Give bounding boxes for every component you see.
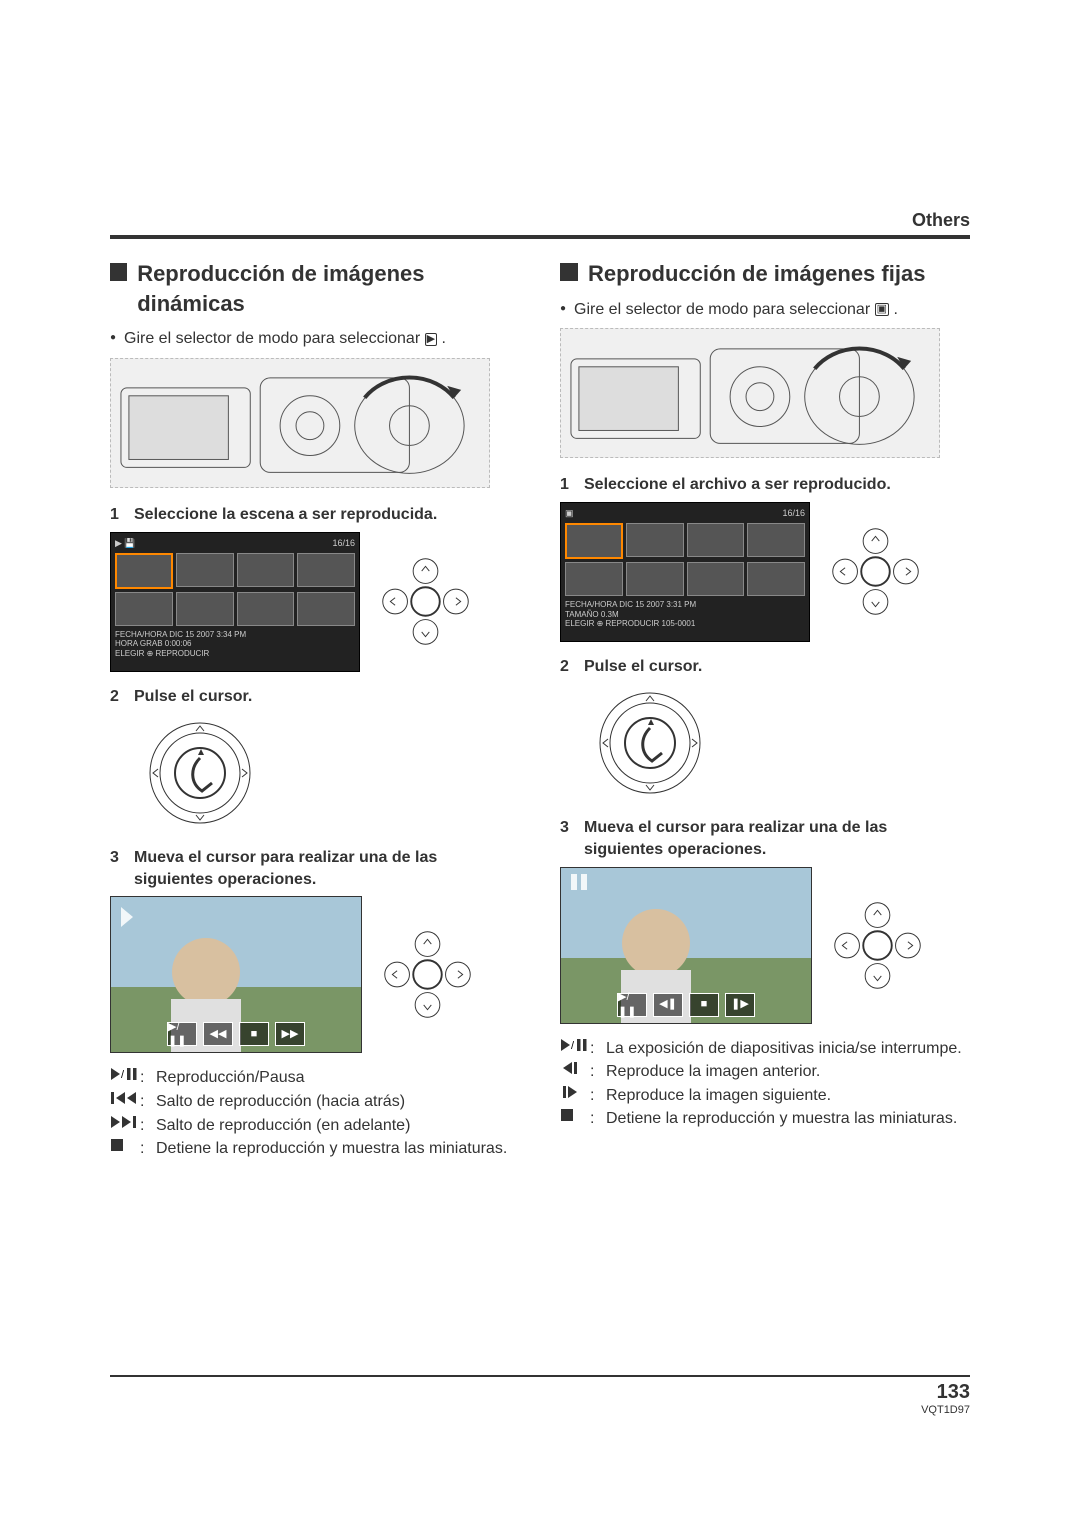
play-pause-icon: /: xyxy=(110,1067,156,1089)
overlay-skip-back-icon: ◀◀ xyxy=(203,1022,233,1046)
overlay-next-icon: ❚▶ xyxy=(725,993,755,1017)
manual-page: Others Reproducción de imágenes dinámica… xyxy=(0,0,1080,1526)
right-screen-row: ▣16/16 FECHA/HORA DIC 15 2007 3:31 PM TA… xyxy=(560,502,970,642)
section-header: Others xyxy=(110,210,970,231)
right-step-3: 3 Mueva el cursor para realizar una de l… xyxy=(560,817,970,860)
playback-overlay: ▶/❚❚ ◀◀ ■ ▶▶ xyxy=(167,1022,305,1046)
heading-square-icon xyxy=(110,263,127,281)
frame-forward-icon: : xyxy=(560,1085,606,1107)
right-thumbnail-screen: ▣16/16 FECHA/HORA DIC 15 2007 3:31 PM TA… xyxy=(560,502,810,642)
left-heading-text: Reproducción de imágenes dinámicas xyxy=(137,259,520,318)
column-right: Reproducción de imágenes fijas Gire el s… xyxy=(560,259,970,1162)
stop-icon: : xyxy=(110,1138,156,1160)
footer-rule xyxy=(110,1375,970,1377)
left-playback-screen: ▶/❚❚ ◀◀ ■ ▶▶ xyxy=(110,896,362,1053)
left-intro: Gire el selector de modo para selecciona… xyxy=(110,328,520,350)
joystick-4way-icon xyxy=(380,927,475,1022)
right-operations: /: La exposición de diapositivas inicia/… xyxy=(560,1038,970,1130)
cursor-press-icon xyxy=(140,713,260,833)
svg-text:/: / xyxy=(571,1040,575,1052)
overlay-skip-fwd-icon: ▶▶ xyxy=(275,1022,305,1046)
left-operations: /: Reproducción/Pausa : Salto de reprodu… xyxy=(110,1067,520,1159)
column-left: Reproducción de imágenes dinámicas Gire … xyxy=(110,259,520,1162)
camera-dial-figure-left xyxy=(110,358,490,488)
overlay-play-pause-icon: ▶/❚❚ xyxy=(617,993,647,1017)
cursor-press-icon xyxy=(590,683,710,803)
right-intro: Gire el selector de modo para selecciona… xyxy=(560,299,970,321)
cursor-press-figure-left xyxy=(140,713,260,833)
left-screen-row: ▶ 💾16/16 FECHA/HORA DIC 15 2007 3:34 PM … xyxy=(110,532,520,672)
joystick-4way-icon xyxy=(378,554,473,649)
joystick-4way-icon xyxy=(828,524,923,619)
document-id: VQT1D97 xyxy=(110,1404,970,1416)
left-thumbnail-screen: ▶ 💾16/16 FECHA/HORA DIC 15 2007 3:34 PM … xyxy=(110,532,360,672)
right-heading-text: Reproducción de imágenes fijas xyxy=(588,259,925,289)
stop-icon: : xyxy=(560,1108,606,1130)
left-playback-row: ▶/❚❚ ◀◀ ■ ▶▶ xyxy=(110,896,520,1053)
skip-forward-icon: : xyxy=(110,1115,156,1137)
right-step-1: 1 Seleccione el archivo a ser reproducid… xyxy=(560,474,970,496)
heading-square-icon xyxy=(560,263,578,281)
play-pause-icon: /: xyxy=(560,1038,606,1060)
cursor-press-figure-right xyxy=(590,683,710,803)
playback-overlay: ▶/❚❚ ◀❚ ■ ❚▶ xyxy=(617,993,755,1017)
overlay-prev-icon: ◀❚ xyxy=(653,993,683,1017)
right-heading: Reproducción de imágenes fijas xyxy=(560,259,970,289)
overlay-play-pause-icon: ▶/❚❚ xyxy=(167,1022,197,1046)
left-step-1: 1 Seleccione la escena a ser reproducida… xyxy=(110,504,520,526)
top-rule xyxy=(110,235,970,239)
right-playback-screen: ▶/❚❚ ◀❚ ■ ❚▶ xyxy=(560,867,812,1024)
overlay-stop-icon: ■ xyxy=(689,993,719,1017)
photo-mode-icon: ▣ xyxy=(875,303,889,316)
joystick-4way-icon xyxy=(830,898,925,993)
content-columns: Reproducción de imágenes dinámicas Gire … xyxy=(110,259,970,1162)
left-step-2: 2 Pulse el cursor. xyxy=(110,686,520,708)
overlay-stop-icon: ■ xyxy=(239,1022,269,1046)
svg-text:/: / xyxy=(121,1069,125,1081)
left-heading: Reproducción de imágenes dinámicas xyxy=(110,259,520,318)
camera-dial-figure-right xyxy=(560,328,940,458)
frame-back-icon: : xyxy=(560,1061,606,1083)
left-step-3: 3 Mueva el cursor para realizar una de l… xyxy=(110,847,520,890)
camera-illustration-icon xyxy=(561,329,939,458)
page-number: 133 xyxy=(110,1381,970,1404)
right-playback-row: ▶/❚❚ ◀❚ ■ ❚▶ xyxy=(560,867,970,1024)
skip-back-icon: : xyxy=(110,1091,156,1113)
right-step-2: 2 Pulse el cursor. xyxy=(560,656,970,678)
play-mode-icon: ▶ xyxy=(425,333,437,346)
camera-illustration-icon xyxy=(111,358,489,487)
